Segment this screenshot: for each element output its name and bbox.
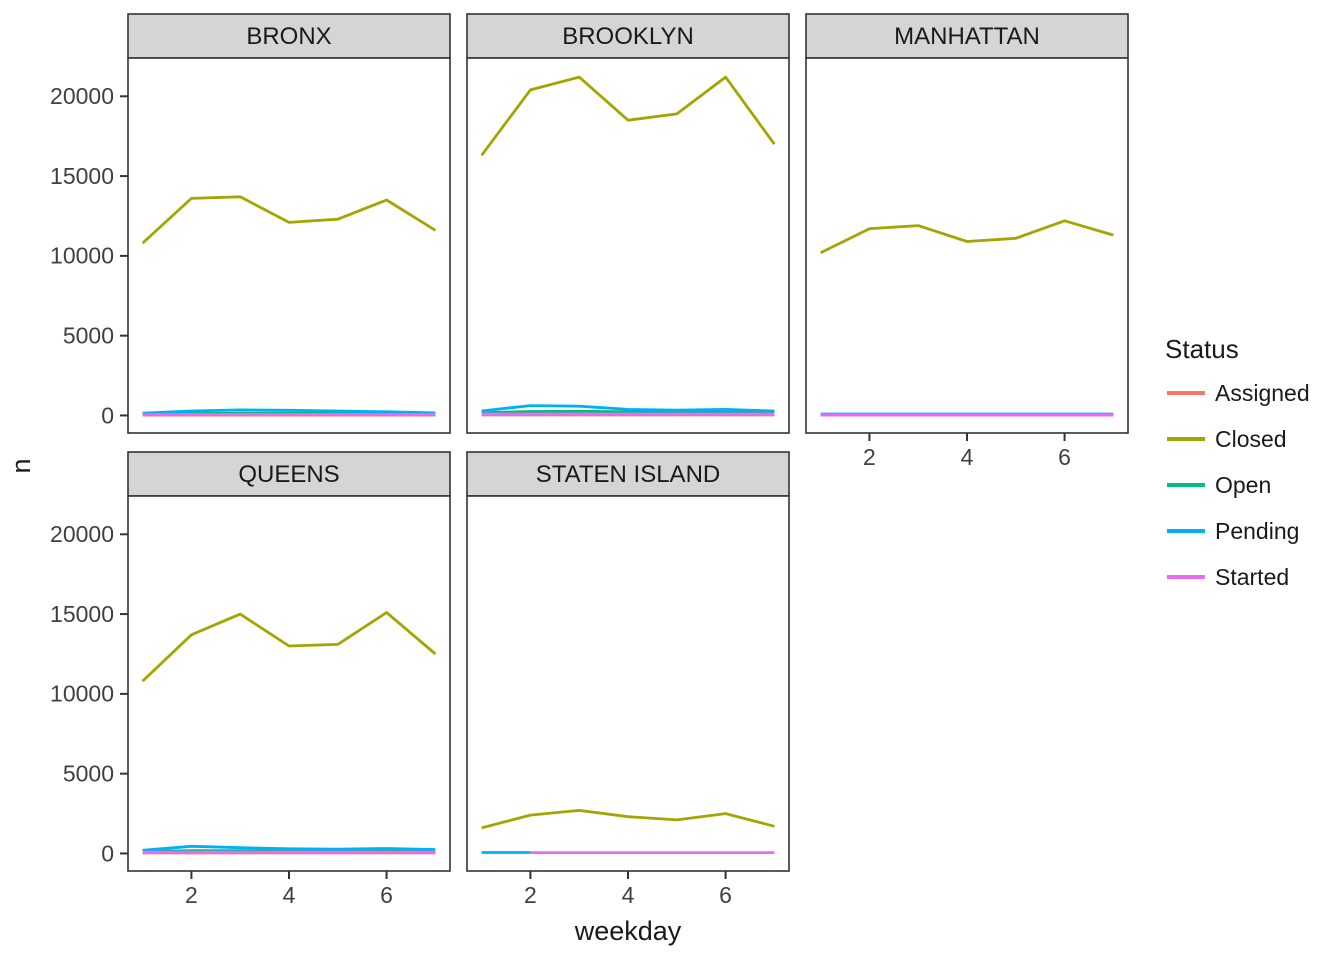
y-tick-label: 5000 (63, 322, 114, 348)
y-tick-label: 0 (101, 402, 114, 428)
legend-label-assigned: Assigned (1215, 380, 1310, 406)
x-tick-label: 4 (961, 444, 974, 470)
facet-strip-label-queens: QUEENS (238, 461, 339, 488)
x-axis-title: weekday (574, 916, 682, 946)
facet-strip-label-manhattan: MANHATTAN (894, 23, 1040, 50)
x-tick-label: 6 (719, 882, 732, 908)
y-tick-label: 15000 (50, 163, 114, 189)
panel-background-staten-island (466, 495, 790, 872)
facet-staten-island: STATEN ISLAND 2 4 6 (466, 451, 790, 908)
x-tick-label: 2 (863, 444, 876, 470)
facet-strip-queens (127, 451, 451, 497)
facet-brooklyn: BROOKLYN (466, 13, 790, 434)
series-line-closed-bronx (141, 195, 437, 245)
x-tick-label: 6 (380, 882, 393, 908)
y-tick-label: 0 (101, 840, 114, 866)
legend: Status Assigned Closed Open Pending Started (1165, 334, 1310, 590)
y-tick-label: 20000 (50, 83, 114, 109)
series-line-closed-manhattan (819, 219, 1114, 254)
series-line-pending-queens (142, 844, 436, 852)
legend-label-started: Started (1215, 564, 1289, 590)
facet-strip-label-brooklyn: BROOKLYN (562, 23, 694, 50)
legend-label-pending: Pending (1215, 518, 1299, 544)
y-tick-label: 10000 (50, 681, 114, 707)
series-line-closed-staten-island (481, 809, 775, 830)
facet-manhattan: MANHATTAN 2 4 6 (805, 13, 1129, 470)
series-line-closed-queens (141, 611, 437, 683)
facet-strip-label-bronx: BRONX (246, 23, 331, 50)
facet-strip-staten-island (466, 451, 790, 497)
y-tick-label: 5000 (63, 760, 114, 786)
facet-strip-brooklyn (466, 13, 790, 59)
x-tick-label: 4 (622, 882, 635, 908)
x-tick-label: 2 (524, 882, 537, 908)
legend-label-closed: Closed (1215, 426, 1287, 452)
x-tick-label: 4 (283, 882, 296, 908)
series-line-open-brooklyn (481, 409, 775, 414)
panel-background-manhattan (805, 57, 1129, 434)
panel-background-queens (127, 495, 451, 872)
x-tick-label: 2 (185, 882, 198, 908)
facet-strip-bronx (127, 13, 451, 59)
panel-background-brooklyn (466, 57, 790, 434)
series-line-pending-brooklyn (481, 404, 775, 413)
series-line-closed-brooklyn (480, 75, 776, 157)
facet-queens: QUEENS 0 5000 10000 15000 20000 2 4 6 (50, 451, 451, 908)
panel-background-bronx (127, 57, 451, 434)
facet-bronx: BRONX 0 5000 10000 15000 20000 (50, 13, 451, 434)
legend-title: Status (1165, 334, 1239, 364)
y-tick-label: 15000 (50, 601, 114, 627)
y-tick-label: 20000 (50, 521, 114, 547)
x-tick-label: 6 (1058, 444, 1071, 470)
facet-strip-label-staten-island: STATEN ISLAND (536, 461, 720, 488)
series-line-pending-bronx (142, 408, 436, 415)
legend-label-open: Open (1215, 472, 1271, 498)
y-axis-title: n (6, 458, 36, 473)
y-tick-label: 10000 (50, 243, 114, 269)
